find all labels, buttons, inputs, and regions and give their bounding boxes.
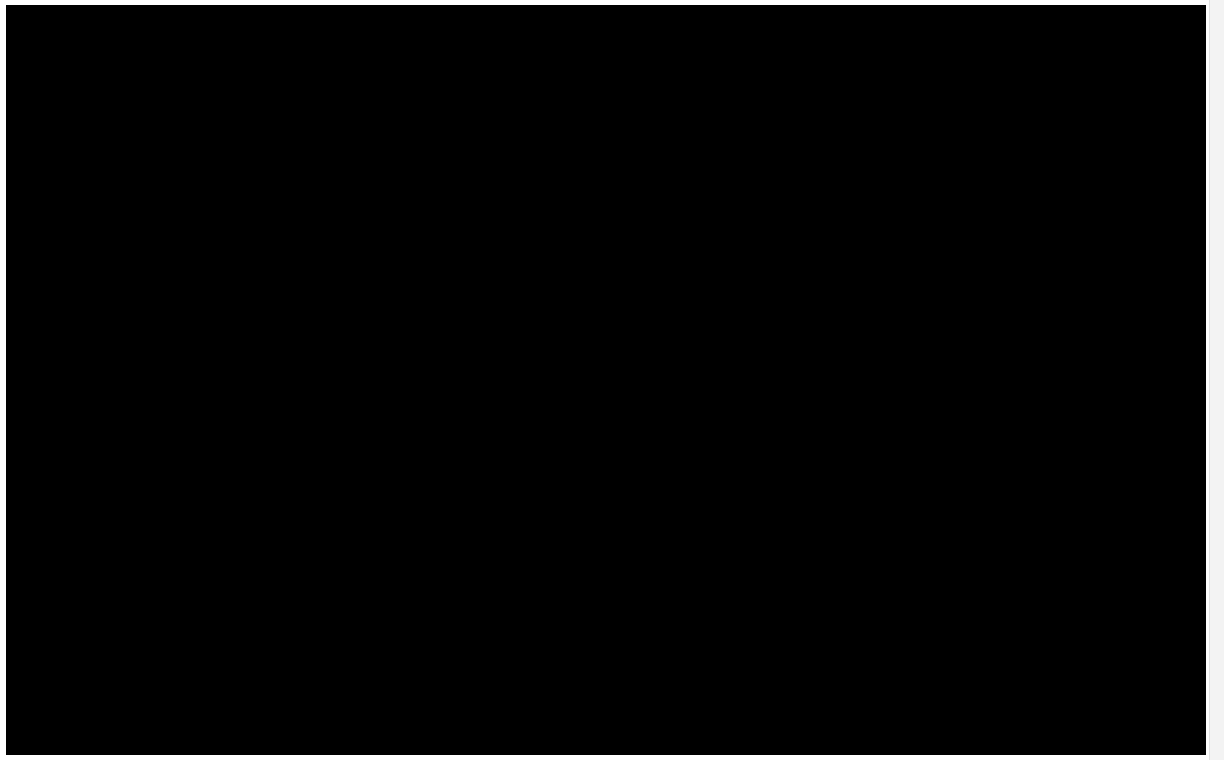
word-cloud bbox=[6, 5, 1206, 755]
word-cloud-canvas bbox=[6, 5, 1206, 755]
scrollbar[interactable] bbox=[1209, 0, 1224, 760]
